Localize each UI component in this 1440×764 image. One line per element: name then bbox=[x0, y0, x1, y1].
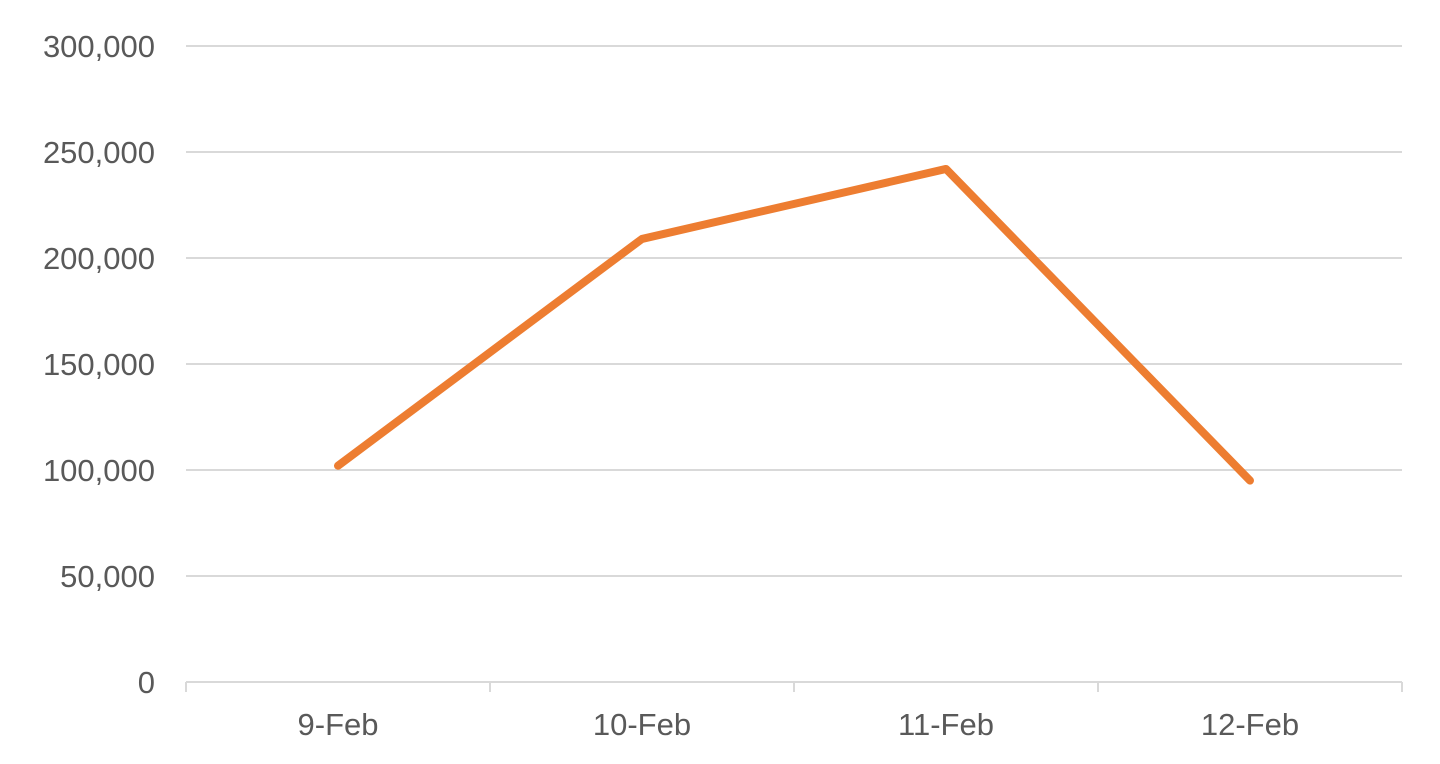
y-tick-label: 0 bbox=[138, 665, 155, 700]
gridlines bbox=[186, 45, 1402, 577]
x-tick-label: 12-Feb bbox=[1201, 707, 1299, 742]
y-tick-label: 300,000 bbox=[43, 29, 155, 64]
y-tick-label: 150,000 bbox=[43, 347, 155, 382]
y-tick-label: 250,000 bbox=[43, 135, 155, 170]
x-axis-tick-labels: 9-Feb 10-Feb 11-Feb 12-Feb bbox=[298, 707, 1300, 742]
series-line bbox=[334, 164, 1254, 485]
x-axis bbox=[185, 681, 1403, 692]
y-tick-label: 200,000 bbox=[43, 241, 155, 276]
y-tick-label: 50,000 bbox=[60, 559, 155, 594]
y-axis-tick-labels: 0 50,000 100,000 150,000 200,000 250,000 300,0… bbox=[43, 29, 155, 700]
x-tick-label: 9-Feb bbox=[298, 707, 379, 742]
x-tick-label: 11-Feb bbox=[898, 707, 994, 742]
x-tick-label: 10-Feb bbox=[593, 707, 691, 742]
y-tick-label: 100,000 bbox=[43, 453, 155, 488]
series bbox=[334, 164, 1254, 485]
